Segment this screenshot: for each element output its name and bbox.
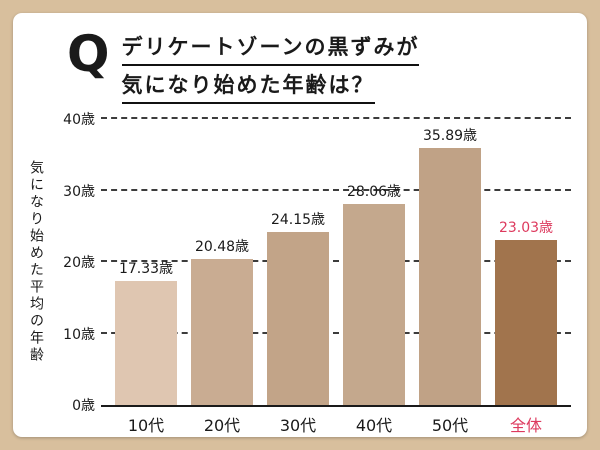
bar-value-label: 24.15歳 <box>270 212 326 229</box>
gridline <box>101 331 571 334</box>
bar-value-label: 28.06歳 <box>346 184 402 201</box>
question-title-line1: デリケートゾーンの黒ずみが <box>121 31 420 66</box>
bar-column: 35.89歳 <box>419 119 481 405</box>
bar <box>495 240 557 405</box>
bar <box>343 204 405 405</box>
x-category-label: 20代 <box>203 416 241 435</box>
bar-value-label: 20.48歳 <box>194 238 250 255</box>
y-tick-label: 10歳 <box>63 326 95 343</box>
bar <box>419 148 481 405</box>
bar <box>191 258 253 405</box>
chart-card: Q デリケートゾーンの黒ずみが 気になり始めた年齢は？ 気になり始めた平均の年齢… <box>13 13 587 437</box>
x-category-label: 10代 <box>127 416 165 435</box>
question-title-line1-wrap: デリケートゾーンの黒ずみが <box>121 31 420 66</box>
question-title-line2-wrap: 気になり始めた年齢は？ <box>121 69 420 104</box>
y-axis-title: 気になり始めた平均の年齢 <box>28 160 44 364</box>
y-tick-label: 40歳 <box>63 112 95 128</box>
gridline <box>101 260 571 262</box>
plot-bars: 17.33歳 20.48歳 24.15歳 28.06歳 35.89歳 23.03歳 <box>101 119 571 405</box>
x-category-label: 40代 <box>355 416 393 435</box>
bar <box>115 281 177 405</box>
x-category-label: 30代 <box>279 416 317 435</box>
bar-value-label: 23.03歳 <box>498 220 554 237</box>
x-axis-categories: 10代 20代 30代 40代 50代 全体 <box>101 412 571 436</box>
y-axis-ticks: 0歳 10歳 20歳 30歳 40歳 <box>49 112 101 414</box>
y-tick-label: 30歳 <box>63 183 95 200</box>
plot-wrap: 17.33歳 20.48歳 24.15歳 28.06歳 35.89歳 23.03歳 10代… <box>101 117 571 436</box>
x-category-label: 全体 <box>509 416 542 435</box>
question-title: デリケートゾーンの黒ずみが 気になり始めた年齢は？ <box>121 29 420 107</box>
bar-value-label: 17.33歳 <box>118 261 174 278</box>
x-category-label: 50代 <box>431 416 469 435</box>
bar-column: 23.03歳 <box>495 119 557 405</box>
plot-area: 17.33歳 20.48歳 24.15歳 28.06歳 35.89歳 23.03歳 <box>101 117 571 407</box>
q-mark: Q <box>67 25 110 83</box>
bar-column: 28.06歳 <box>343 119 405 405</box>
gridline <box>101 117 571 119</box>
bar-chart: 気になり始めた平均の年齢 0歳 10歳 20歳 30歳 40歳 17.33歳 20.48歳… <box>23 112 571 436</box>
bar <box>267 232 329 405</box>
bar-column: 24.15歳 <box>267 119 329 405</box>
gridline <box>101 188 571 191</box>
bar-column: 17.33歳 <box>115 119 177 405</box>
question-header: Q デリケートゾーンの黒ずみが 気になり始めた年齢は？ <box>67 29 571 107</box>
bar-column: 20.48歳 <box>191 119 253 405</box>
question-title-line2: 気になり始めた年齢は？ <box>121 69 375 104</box>
bar-value-label: 35.89歳 <box>422 128 478 145</box>
y-tick-label: 20歳 <box>63 255 95 271</box>
y-tick-label: 0歳 <box>72 398 95 414</box>
